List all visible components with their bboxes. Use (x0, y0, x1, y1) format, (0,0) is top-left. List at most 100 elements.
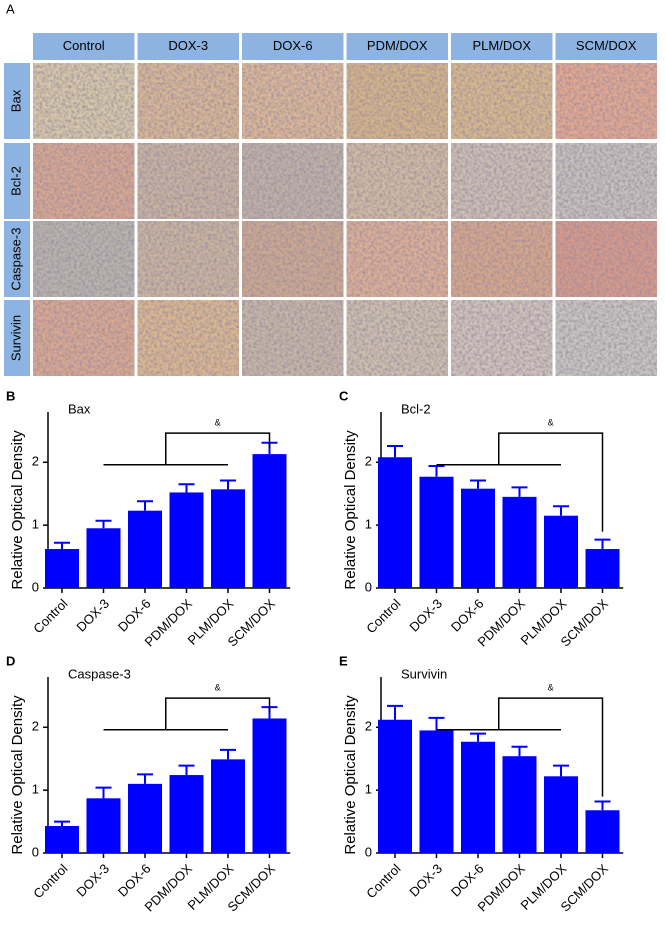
micrograph (346, 63, 448, 139)
x-tick-label: DOX-6 (115, 596, 154, 635)
error-bar (553, 764, 569, 777)
y-axis-label: Relative Optical Density (342, 695, 359, 855)
x-tick-label: DOX-6 (448, 596, 487, 635)
error-bar (428, 716, 445, 731)
bar (419, 476, 454, 588)
bar (378, 719, 412, 853)
bracket (103, 432, 271, 466)
bar (86, 528, 121, 588)
bar (461, 741, 495, 853)
bracket (436, 697, 604, 797)
x-tick-label: DOX-3 (406, 596, 445, 635)
row-header-box (4, 143, 30, 219)
bar (252, 454, 287, 588)
bar (585, 549, 620, 588)
bar (502, 496, 537, 588)
bar (128, 783, 162, 853)
error-bar (511, 486, 528, 497)
y-tick-label: 1 (32, 517, 39, 532)
y-tick-label: 2 (32, 719, 39, 734)
micrograph (346, 143, 448, 219)
annotation: & (548, 417, 554, 427)
error-bar (95, 519, 112, 529)
column-header-box (451, 33, 553, 60)
error-bar (594, 800, 611, 811)
bar (211, 759, 245, 853)
bar (252, 718, 287, 853)
micrograph (137, 300, 239, 376)
error-bar (54, 820, 70, 826)
y-tick-label: 0 (32, 579, 39, 594)
column-header-box (242, 33, 344, 60)
error-bar (178, 764, 195, 776)
column-header-box (555, 33, 657, 60)
y-tick-label: 0 (32, 844, 39, 859)
panel-label: D (6, 653, 15, 668)
panel-label: B (6, 388, 15, 403)
annotation: & (215, 417, 221, 427)
column-header: SCM/DOX (576, 38, 637, 53)
y-tick-label: 0 (365, 844, 372, 859)
bar (128, 510, 162, 588)
x-tick-label: Control (30, 596, 70, 636)
x-tick-label: DOX-3 (73, 596, 112, 635)
bar (211, 489, 245, 588)
micrograph (451, 63, 553, 139)
micrograph (555, 300, 657, 376)
bar (169, 492, 204, 588)
error-bar (220, 748, 236, 760)
column-header: DOX-6 (273, 38, 313, 53)
bar (45, 825, 79, 853)
bar (461, 488, 495, 588)
row-header-box (4, 63, 30, 139)
y-tick-label: 2 (32, 454, 39, 469)
chart-title: Bax (68, 401, 91, 416)
error-bar (511, 745, 528, 757)
row-header: Survivin (8, 315, 23, 361)
bar (169, 775, 204, 853)
column-header-box (346, 33, 448, 60)
row-header-box (4, 300, 30, 376)
error-bar (387, 704, 403, 720)
error-bar (470, 479, 486, 489)
error-bar (137, 500, 153, 511)
micrograph (137, 143, 239, 219)
y-tick-label: 1 (32, 782, 39, 797)
bar (419, 730, 454, 853)
micrograph (451, 143, 553, 219)
row-header: Caspase-3 (8, 228, 23, 291)
column-header-box (33, 33, 135, 60)
panel-label: A (6, 1, 15, 16)
bar (544, 776, 578, 853)
micrograph (137, 221, 239, 297)
chart-title: Bcl-2 (401, 401, 431, 416)
error-bar (387, 444, 403, 458)
micrograph (346, 300, 448, 376)
error-bar (54, 541, 70, 550)
y-tick-label: 0 (365, 579, 372, 594)
micrograph (451, 300, 553, 376)
error-bar (553, 505, 569, 516)
y-tick-label: 2 (365, 454, 372, 469)
micrograph (33, 300, 135, 376)
x-tick-label: Control (363, 861, 403, 901)
micrograph (242, 221, 344, 297)
y-axis-label: Relative Optical Density (9, 695, 26, 855)
annotation: & (548, 682, 554, 692)
y-tick-label: 1 (365, 517, 372, 532)
error-bar (95, 786, 112, 799)
micrograph (242, 143, 344, 219)
y-tick-label: 1 (365, 782, 372, 797)
x-tick-label: Control (363, 596, 403, 636)
micrograph (33, 221, 135, 297)
row-header: Bcl-2 (8, 166, 23, 196)
x-tick-label: DOX-3 (406, 861, 445, 900)
x-tick-label: Control (30, 861, 70, 901)
chart-title: Survivin (401, 666, 447, 681)
micrograph (242, 300, 344, 376)
column-header: Control (63, 38, 105, 53)
micrograph (451, 221, 553, 297)
row-header-box (4, 221, 30, 297)
